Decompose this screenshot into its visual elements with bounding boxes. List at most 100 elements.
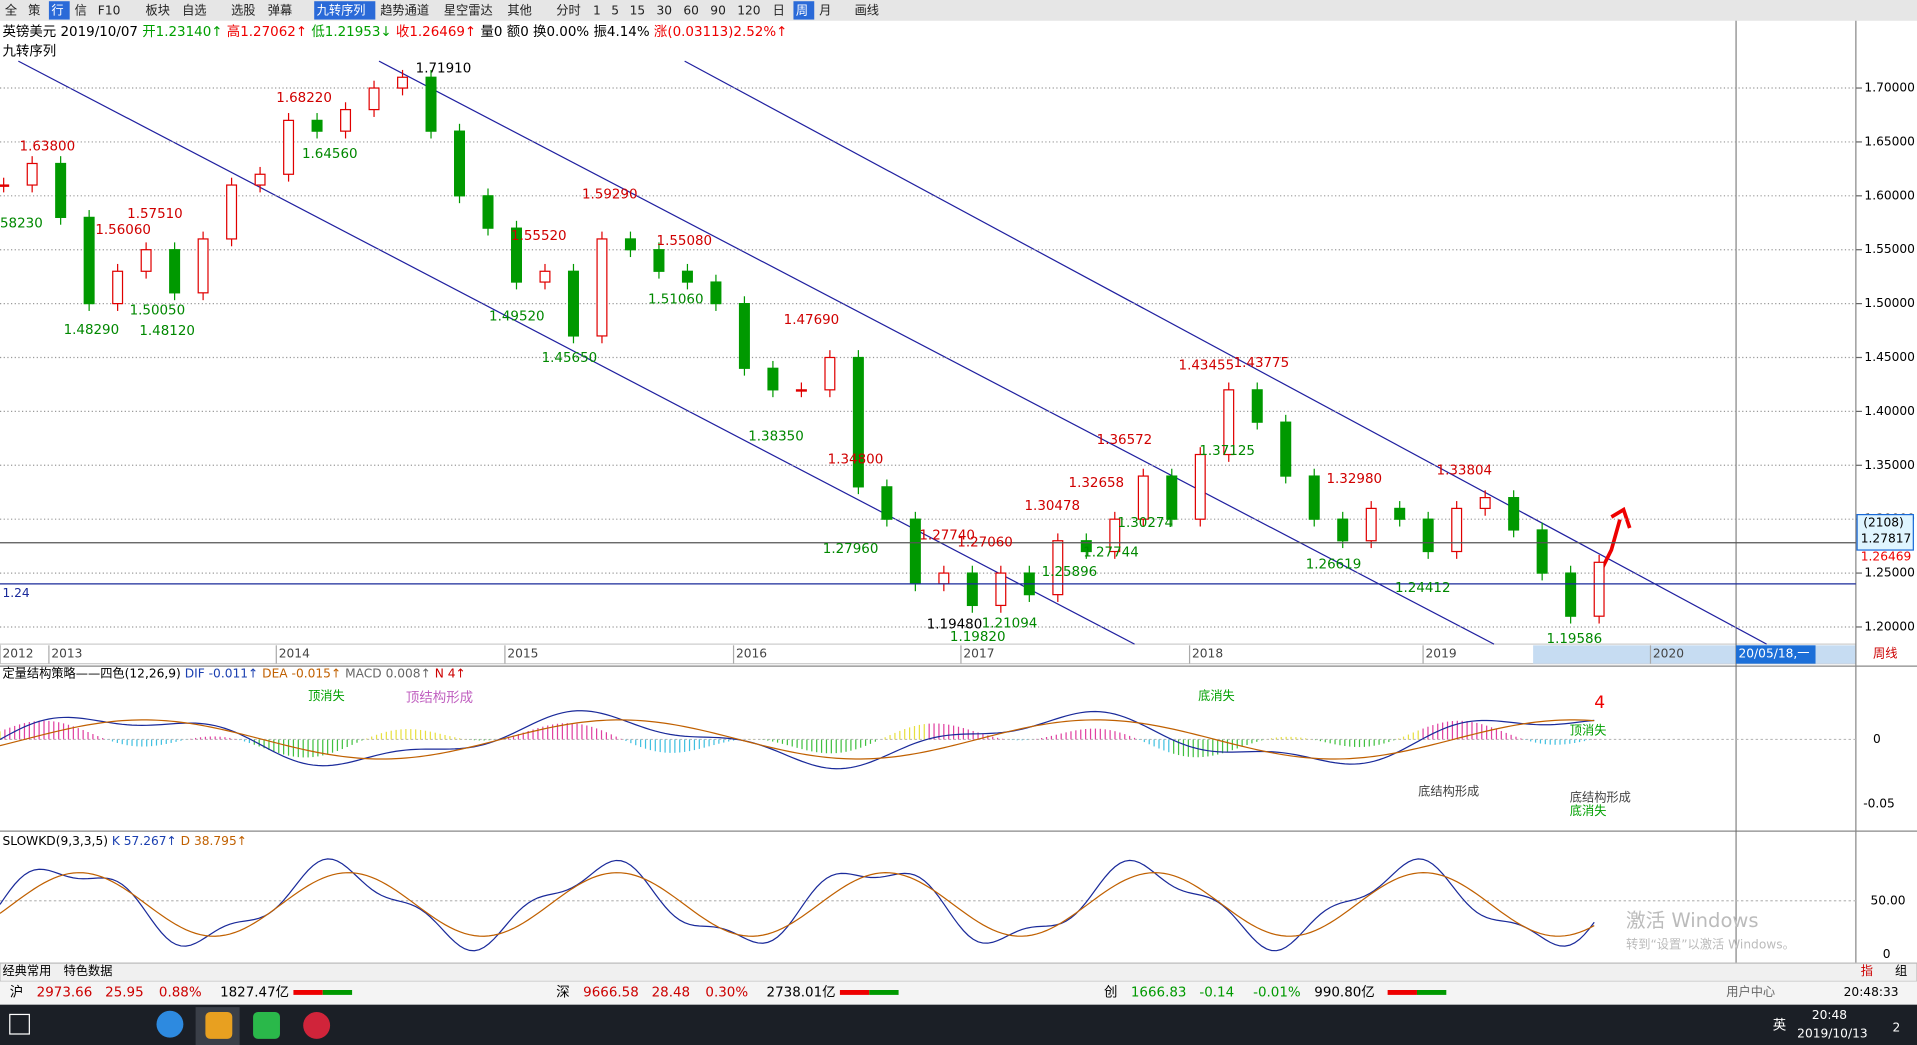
level-tag: (2108) xyxy=(1863,516,1904,530)
candle xyxy=(1052,540,1064,596)
candle xyxy=(1280,421,1292,477)
toolbar-item[interactable]: 行 xyxy=(51,4,63,18)
candle xyxy=(112,270,124,305)
tab[interactable]: 组 xyxy=(1895,964,1907,978)
price-annotation: 1.34800 xyxy=(828,453,884,468)
candle xyxy=(1194,453,1206,520)
candle xyxy=(1308,475,1320,520)
toolbar-item[interactable]: 选股 xyxy=(231,4,255,18)
index-quote: 9666.58 xyxy=(583,985,639,1000)
ime[interactable]: 英 xyxy=(1773,1016,1787,1033)
tab[interactable]: 经典常用 xyxy=(2,964,51,978)
candle xyxy=(397,76,409,89)
price-annotation: 1.57510 xyxy=(127,207,183,222)
tab[interactable]: 特色数据 xyxy=(64,963,113,978)
toolbar-item[interactable]: 分时 xyxy=(556,4,580,18)
candle xyxy=(1137,475,1149,520)
app-icon[interactable] xyxy=(156,1010,184,1038)
price-annotation: 1.25896 xyxy=(1042,565,1098,580)
app-icon[interactable] xyxy=(205,1012,233,1039)
toolbar-item[interactable]: 日 xyxy=(773,4,785,18)
year-label: 2020 xyxy=(1653,646,1684,660)
candle xyxy=(83,216,95,305)
toolbar-item[interactable]: 15 xyxy=(630,4,646,18)
toolbar-item[interactable]: 自选 xyxy=(182,4,206,18)
clock: 20:48:33 xyxy=(1844,985,1899,999)
toolbar-item[interactable]: 30 xyxy=(657,4,673,18)
toolbar-item[interactable]: 月 xyxy=(819,4,831,18)
price-annotation: 1.64560 xyxy=(302,147,358,162)
notify-badge[interactable]: 2 xyxy=(1893,1020,1901,1034)
candle xyxy=(283,119,295,175)
toolbar-item[interactable]: 全 xyxy=(5,3,17,18)
candle xyxy=(653,249,665,272)
toolbar-item[interactable]: 120 xyxy=(737,4,760,18)
app-icon[interactable] xyxy=(303,1012,331,1039)
candle xyxy=(254,173,266,186)
price-annotation: 1.43455 xyxy=(1179,358,1235,373)
start-icon[interactable] xyxy=(9,1013,30,1035)
toolbar-item[interactable]: 弹幕 xyxy=(268,4,292,18)
toolbar-item[interactable]: 星空雷达 xyxy=(444,4,493,18)
candle xyxy=(596,238,608,337)
tab[interactable]: 指 xyxy=(1861,963,1873,978)
toolbar-item[interactable]: 60 xyxy=(683,4,699,18)
app-icon[interactable] xyxy=(253,1012,280,1039)
macd-header: 定量结构策略——四色(12,26,9) DIF -0.011↑ DEA -0.0… xyxy=(2,665,465,680)
user-center[interactable]: 用户中心 xyxy=(1726,984,1775,999)
candle xyxy=(510,227,522,283)
candle xyxy=(311,119,323,132)
price-annotation: 1.50050 xyxy=(130,303,186,318)
candle xyxy=(1080,540,1092,553)
price-annotation: 1.48290 xyxy=(64,323,120,338)
toolbar-item[interactable]: 板块 xyxy=(145,4,169,18)
macd-label: 顶消失 xyxy=(308,688,345,703)
price-annotation: 1.71910 xyxy=(416,61,472,76)
taskbar xyxy=(0,1004,1917,1045)
index-quote: 沪 xyxy=(10,984,23,1000)
candle xyxy=(0,184,10,187)
channel-line xyxy=(378,60,1495,645)
index-quote: 2738.01亿 xyxy=(767,984,836,1000)
y-tick-label: 1.40000 xyxy=(1864,404,1915,418)
candle xyxy=(55,162,67,218)
watermark: 激活 Windows xyxy=(1626,909,1759,932)
price-annotation: 1.63800 xyxy=(20,140,76,155)
header-item: 量0 xyxy=(480,24,502,40)
candle xyxy=(852,356,864,488)
macd-tick: 0 xyxy=(1873,732,1881,746)
candle xyxy=(1479,497,1491,510)
price-annotation: 1.27744 xyxy=(1083,545,1139,560)
toolbar-item[interactable]: 周 xyxy=(796,4,808,18)
price-annotation: 1.33804 xyxy=(1437,464,1493,479)
channel-line xyxy=(18,60,1135,645)
last-price: 1.26469 xyxy=(1861,550,1912,564)
header-item: 换0.00% xyxy=(533,24,589,40)
candle xyxy=(1251,389,1263,423)
toolbar-item[interactable]: 策 xyxy=(28,3,40,18)
price-annotation: 1.49520 xyxy=(489,310,545,325)
index-quote: 0.30% xyxy=(705,985,748,1000)
toolbar-item[interactable]: 5 xyxy=(611,4,619,18)
candle xyxy=(1422,518,1434,553)
price-annotation: 1.43775 xyxy=(1234,356,1290,371)
toolbar-item[interactable]: 1 xyxy=(593,4,601,18)
toolbar-item[interactable]: F10 xyxy=(98,4,121,18)
y-tick-label: 1.20000 xyxy=(1864,619,1915,633)
candle xyxy=(197,238,209,294)
price-annotation: 1.27960 xyxy=(823,542,879,557)
toolbar-item[interactable]: 趋势通道 xyxy=(380,4,429,18)
toolbar-item[interactable]: 九转序列 xyxy=(317,3,366,18)
toolbar-highlight xyxy=(793,1,815,20)
index-quote: 1666.83 xyxy=(1131,985,1187,1000)
toolbar-item[interactable]: 其他 xyxy=(507,4,531,18)
toolbar-item[interactable]: 信 xyxy=(75,4,87,18)
y-tick-label: 1.70000 xyxy=(1864,81,1915,95)
toolbar-item[interactable]: 画线 xyxy=(855,4,879,18)
header-item: 英镑美元 xyxy=(2,23,56,40)
y-tick-label: 1.60000 xyxy=(1864,188,1915,202)
price-annotation: 1.56060 xyxy=(95,223,151,238)
candle xyxy=(1337,518,1349,542)
toolbar-item[interactable]: 90 xyxy=(710,4,726,18)
